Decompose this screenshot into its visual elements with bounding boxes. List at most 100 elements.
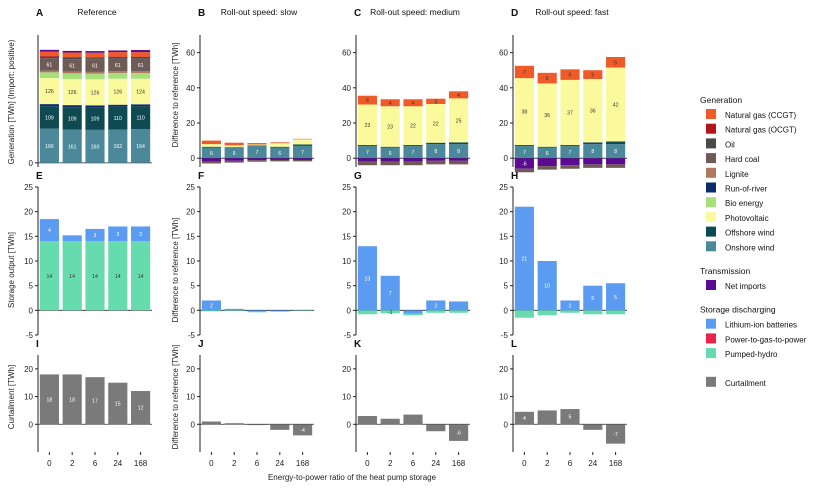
y-tick-label: 25 bbox=[342, 183, 351, 192]
bar-imports bbox=[403, 158, 423, 162]
bar-pv bbox=[131, 78, 151, 105]
bar-phs bbox=[224, 310, 244, 311]
bar-value-label: 126 bbox=[113, 90, 122, 96]
legend-swatch-imports bbox=[706, 280, 716, 290]
x-tick-label: 24 bbox=[588, 459, 597, 468]
legend-label-phs: Pumped-hydro bbox=[725, 350, 778, 359]
bar-offshore bbox=[606, 141, 626, 145]
bar-imports bbox=[62, 50, 82, 53]
bar-gas_ocgt bbox=[85, 57, 105, 59]
bar-value-label: 23 bbox=[365, 123, 371, 129]
panel-letter: D bbox=[511, 8, 518, 19]
bar-pv bbox=[560, 79, 580, 145]
bar-hard_coal bbox=[62, 59, 82, 72]
y-tick-label: 20 bbox=[499, 208, 508, 217]
bar-value-label: 42 bbox=[613, 103, 619, 109]
y-tick-label: 5 bbox=[504, 282, 509, 291]
bar-imports bbox=[514, 158, 534, 169]
bar-value-label: 61 bbox=[115, 63, 121, 69]
bar-offshore bbox=[403, 145, 423, 146]
bar-liion bbox=[449, 301, 469, 311]
bar-phs bbox=[247, 311, 267, 313]
bar-imports bbox=[606, 158, 626, 165]
panel-j: J 0 10 20 0 2 6 24 -4 168 bbox=[186, 339, 314, 468]
bar-offshore bbox=[131, 106, 151, 130]
y-tick-label: 0 bbox=[504, 420, 509, 429]
y-tick-label: 0 bbox=[29, 420, 34, 429]
bar-phs bbox=[560, 310, 580, 313]
bar-hard_coal bbox=[606, 164, 626, 168]
panel-letter: A bbox=[36, 8, 43, 19]
bar-value-label: 14 bbox=[47, 274, 53, 280]
legend-swatch-gas_ccgt bbox=[706, 109, 716, 119]
bar-value-label: 61 bbox=[92, 64, 98, 70]
bar-value-label: 166 bbox=[45, 144, 54, 150]
bar-offshore bbox=[449, 142, 469, 145]
bar-phs bbox=[201, 310, 221, 312]
y-tick-label: 10 bbox=[499, 393, 508, 402]
bar-value-label: 124 bbox=[136, 90, 145, 96]
bar-pv bbox=[201, 144, 221, 147]
bar-phs bbox=[606, 310, 626, 315]
legend-swatch-oil bbox=[706, 138, 716, 149]
bar-hard_coal bbox=[247, 160, 267, 162]
y-tick-label: 10 bbox=[186, 393, 195, 402]
y-tick-label: 20 bbox=[342, 208, 351, 217]
bar-value-label: 18 bbox=[69, 397, 75, 403]
bar-imports bbox=[560, 158, 580, 166]
y-tick-label: 60 bbox=[342, 49, 351, 58]
bar-value-label: 36 bbox=[544, 113, 550, 119]
x-tick-label: 0 bbox=[47, 459, 52, 468]
bar-offshore bbox=[270, 146, 290, 148]
bar-bio bbox=[108, 72, 128, 79]
bar-value-label: 61 bbox=[69, 63, 75, 69]
bar-value-label: 14 bbox=[138, 274, 144, 280]
bar-onshore bbox=[514, 145, 534, 159]
bar-imports bbox=[449, 158, 469, 161]
y-tick-label: 0 bbox=[191, 306, 196, 315]
bar-value-label: 110 bbox=[136, 116, 144, 122]
bar-liion bbox=[606, 283, 626, 311]
bar-value-label: 109 bbox=[68, 116, 77, 122]
bar-pv bbox=[426, 103, 446, 143]
bar-ror bbox=[131, 104, 151, 107]
bar-value-label: 164 bbox=[136, 144, 145, 150]
bar-hard_coal bbox=[449, 160, 469, 165]
bar-liion bbox=[247, 310, 267, 312]
bar-imports bbox=[293, 158, 313, 160]
y-tick-label: 40 bbox=[186, 84, 195, 93]
y-tick-label: 20 bbox=[342, 119, 351, 128]
bar-curt bbox=[537, 410, 557, 425]
bar-phs bbox=[108, 241, 128, 311]
bar-pv bbox=[39, 78, 59, 105]
legend-label-onshore: Onshore wind bbox=[725, 243, 774, 252]
y-tick-label: 15 bbox=[186, 232, 195, 241]
bar-phs bbox=[426, 310, 446, 313]
ylabel-storage: Storage output [TWh] bbox=[7, 232, 16, 308]
bar-value-label: 8 bbox=[614, 149, 617, 155]
bar-value-label: 22 bbox=[410, 124, 416, 130]
bar-value-label: 8 bbox=[434, 149, 437, 155]
bar-pv bbox=[380, 106, 400, 147]
bar-value-label: 3 bbox=[94, 233, 97, 239]
bar-gas_ccgt bbox=[247, 143, 267, 145]
bar-value-label: 6 bbox=[546, 151, 549, 157]
bar-curt bbox=[449, 424, 469, 441]
legend-label-imports: Net imports bbox=[725, 282, 766, 291]
bar-curt bbox=[270, 424, 290, 430]
bar-pv bbox=[606, 67, 626, 142]
bar-value-label: 18 bbox=[47, 397, 53, 403]
bar-hard_coal bbox=[201, 161, 221, 164]
bar-pv bbox=[449, 98, 469, 143]
bar-liion bbox=[224, 308, 244, 311]
x-tick-label: 168 bbox=[134, 459, 148, 468]
bar-onshore bbox=[293, 145, 313, 159]
bar-value-label: 3 bbox=[139, 232, 142, 238]
bar-value-label: 7 bbox=[256, 150, 259, 156]
bar-gas_ccgt bbox=[357, 95, 377, 105]
legend-swatch-liion bbox=[706, 318, 716, 329]
bar-offshore bbox=[560, 145, 580, 146]
bar-value-label: 7 bbox=[412, 150, 415, 156]
bar-curt bbox=[606, 424, 626, 444]
y-tick-label: 0 bbox=[347, 306, 352, 315]
